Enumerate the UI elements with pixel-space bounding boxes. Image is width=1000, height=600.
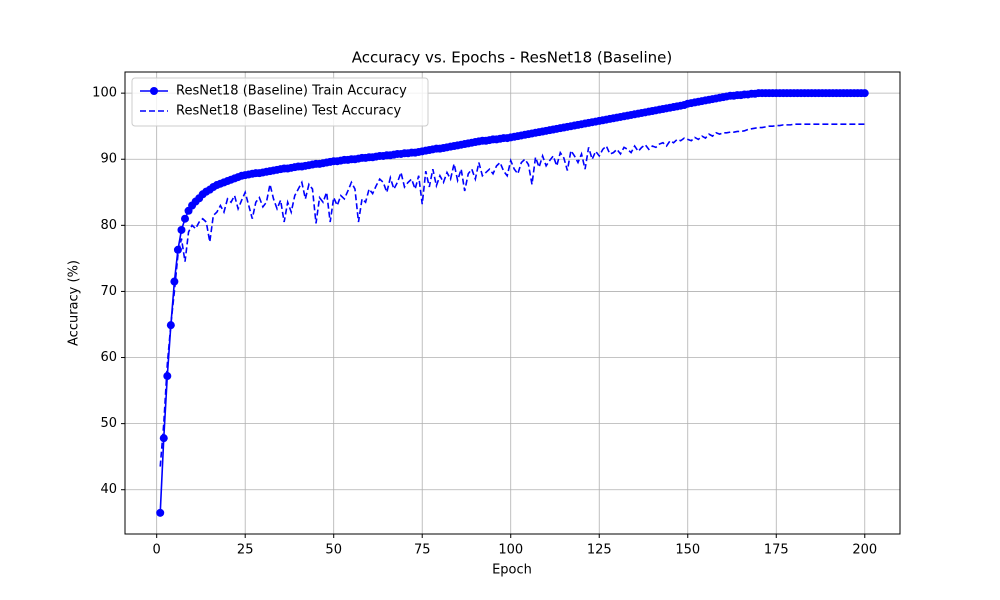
point-marker: [181, 214, 190, 223]
y-tick-label: 40: [100, 482, 117, 497]
point-marker: [170, 277, 179, 286]
point-marker: [166, 321, 175, 330]
legend-label: ResNet18 (Baseline) Test Accuracy: [176, 104, 401, 119]
x-tick-label: 125: [587, 543, 612, 558]
point-marker: [177, 225, 186, 234]
x-tick-label: 50: [325, 543, 342, 558]
y-tick-label: 70: [100, 284, 117, 299]
y-tick-label: 100: [92, 86, 117, 101]
series-line: [159, 123, 865, 467]
point-marker: [860, 89, 869, 98]
x-tick-label: 200: [852, 543, 877, 558]
x-axis-label: Epoch: [492, 563, 532, 578]
x-tick-label: 175: [764, 543, 789, 558]
chart-title: Accuracy vs. Epochs - ResNet18 (Baseline…: [352, 49, 672, 67]
point-marker: [156, 508, 165, 517]
x-tick-label: 100: [498, 543, 523, 558]
plot-frame: [124, 71, 901, 535]
y-tick-label: 80: [100, 218, 117, 233]
y-tick-label: 50: [100, 416, 117, 431]
point-marker: [159, 434, 168, 443]
x-tick-label: 25: [237, 543, 254, 558]
legend-label: ResNet18 (Baseline) Train Accuracy: [176, 84, 407, 99]
y-tick-label: 60: [100, 350, 117, 365]
series-line: [159, 92, 865, 513]
x-tick-label: 75: [414, 543, 431, 558]
legend-box: [131, 77, 429, 127]
y-axis-label: Accuracy (%): [67, 260, 82, 346]
point-marker: [173, 245, 182, 254]
x-tick-label: 150: [675, 543, 700, 558]
y-tick-label: 90: [100, 152, 117, 167]
legend-marker: [150, 87, 158, 95]
x-tick-label: 0: [153, 543, 161, 558]
